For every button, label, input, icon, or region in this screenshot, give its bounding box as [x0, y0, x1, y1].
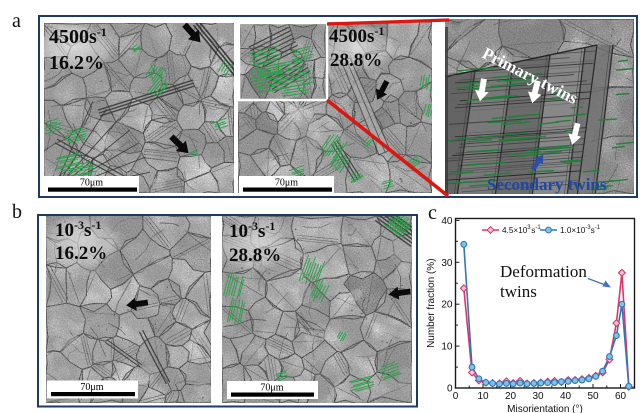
svg-text:4500s-1: 4500s-1 — [49, 25, 107, 48]
svg-text:4.5×103 s-1: 4.5×103 s-1 — [502, 225, 541, 235]
svg-text:c: c — [428, 202, 437, 224]
svg-text:1.0×10-3s-1: 1.0×10-3s-1 — [560, 225, 601, 235]
svg-text:0: 0 — [453, 391, 459, 402]
svg-text:70μm: 70μm — [80, 382, 103, 393]
svg-text:70μm: 70μm — [80, 178, 103, 189]
svg-text:40: 40 — [441, 216, 453, 227]
svg-text:Secondary twins: Secondary twins — [487, 175, 607, 194]
svg-text:28.8%: 28.8% — [330, 50, 382, 71]
svg-text:a: a — [12, 10, 21, 32]
svg-text:10-3s-1: 10-3s-1 — [229, 219, 275, 242]
svg-text:30: 30 — [441, 258, 453, 269]
svg-text:4500s-1: 4500s-1 — [329, 24, 384, 47]
svg-text:20: 20 — [441, 300, 453, 311]
svg-text:28.8%: 28.8% — [229, 245, 281, 266]
svg-text:Number fraction (%): Number fraction (%) — [426, 258, 437, 347]
svg-text:16.2%: 16.2% — [55, 243, 107, 264]
svg-text:Misorientation (°): Misorientation (°) — [507, 404, 583, 413]
svg-text:40: 40 — [560, 391, 572, 402]
svg-text:b: b — [12, 201, 22, 223]
svg-text:twins: twins — [500, 282, 537, 301]
svg-text:60: 60 — [615, 391, 627, 402]
svg-text:20: 20 — [505, 391, 517, 402]
svg-text:30: 30 — [532, 391, 544, 402]
svg-text:Deformation: Deformation — [500, 262, 587, 281]
svg-text:50: 50 — [587, 391, 599, 402]
svg-text:10: 10 — [441, 342, 453, 353]
svg-text:70μm: 70μm — [260, 383, 283, 394]
svg-text:70μm: 70μm — [275, 178, 298, 189]
svg-text:0: 0 — [447, 384, 453, 395]
svg-text:10: 10 — [477, 391, 489, 402]
svg-text:10-3s-1: 10-3s-1 — [55, 218, 101, 241]
svg-text:16.2%: 16.2% — [49, 52, 104, 74]
